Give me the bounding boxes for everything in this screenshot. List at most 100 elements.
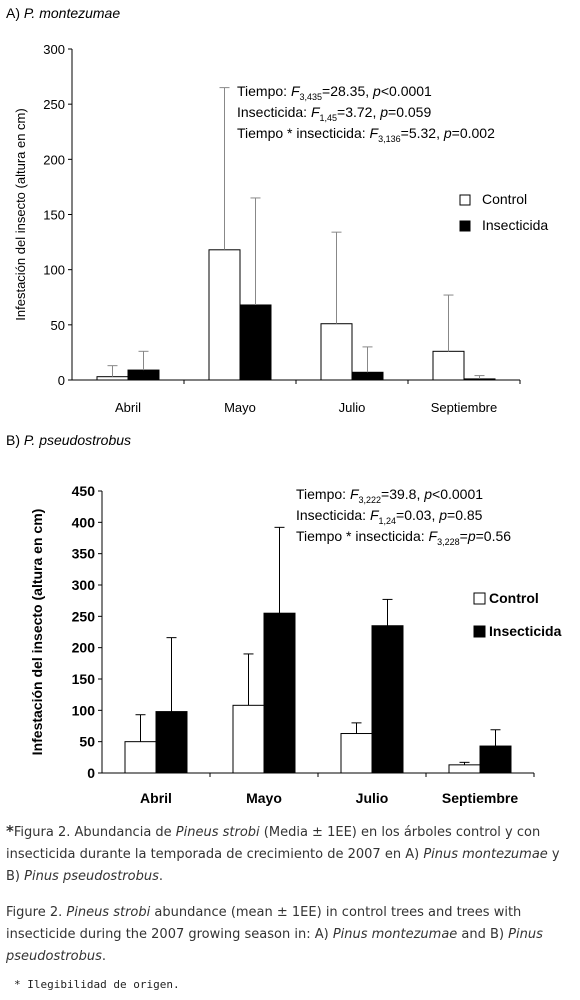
stat-p-value: =0.56 (476, 528, 512, 544)
stat-f: F (370, 507, 380, 523)
chart-b: B) P. pseudostrobus 0 50 100 150 200 250 300 350… (6, 432, 562, 806)
bar-control-abril (96, 376, 129, 381)
y-tick-label: 200 (72, 640, 96, 656)
panel-title: A) P. montezumae (6, 5, 120, 21)
stat-f: F (429, 528, 439, 544)
y-tick-label: 200 (43, 152, 65, 167)
y-tick-label: 400 (72, 514, 96, 530)
stat-p-value: =0.002 (452, 125, 495, 141)
caption-english: Figure 2. Pineus strobi abundance (mean … (6, 905, 543, 964)
stat-df: 1,45 (320, 113, 338, 123)
stat-p-value: <0.0001 (381, 83, 432, 99)
stat-p-value: =0.85 (447, 507, 483, 523)
y-tick-label: 150 (43, 208, 65, 223)
x-category-label: Abril (140, 790, 172, 806)
legend-label: Control (482, 191, 527, 207)
stat-p: p (372, 83, 381, 99)
panel-letter: B) (6, 432, 24, 448)
y-axis-label: Infestación del insecto (altura en cm) (29, 509, 45, 756)
stat-label: Insecticida: (237, 104, 311, 120)
bar-control-mayo (208, 249, 241, 381)
stat-label: Tiempo: (296, 486, 350, 502)
stat-value: = (460, 528, 468, 544)
bar-insecticida-julio (351, 371, 384, 381)
caption-spanish: *Figura 2. Abundancia de Pineus strobi (… (6, 822, 560, 884)
legend-swatch-insecticida (459, 220, 471, 232)
chart-a: A) P. montezumae 0 50 100 150 200 250 300 Infest… (6, 5, 548, 415)
stat-df: 3,222 (359, 495, 382, 505)
stat-df: 1,24 (379, 516, 397, 526)
bar-control-abril (124, 741, 157, 774)
y-tick-label: 300 (43, 42, 65, 57)
y-tick-label: 0 (87, 765, 95, 781)
stat-annotation: Insecticida: F1,24=0.03, p=0.85 (296, 507, 483, 526)
y-tick-label: 350 (72, 546, 96, 562)
stat-f: F (370, 125, 380, 141)
stat-p: p (467, 528, 476, 544)
legend-swatch-insecticida (473, 625, 486, 638)
x-category-label: Septiembre (442, 790, 518, 806)
stat-df: 3,228 (437, 537, 460, 547)
bar-control-mayo (232, 704, 265, 774)
stat-p-value: <0.0001 (432, 486, 483, 502)
stat-label: Insecticida: (296, 507, 370, 523)
stat-value: =5.32, (401, 125, 444, 141)
x-category-label: Julio (356, 790, 389, 806)
x-category-label: Septiembre (431, 400, 497, 415)
legend-swatch-control (459, 194, 471, 206)
bar-insecticida-mayo (263, 612, 296, 774)
stat-label: Tiempo * insecticida: (296, 528, 429, 544)
stat-label: Tiempo * insecticida: (237, 125, 370, 141)
stat-annotation: Tiempo * insecticida: F3,136=5.32, p=0.0… (237, 125, 495, 144)
bar-insecticida-abril (155, 711, 188, 774)
y-tick-label: 0 (58, 373, 65, 388)
stat-annotation: Insecticida: F1,45=3.72, p=0.059 (237, 104, 431, 123)
x-category-label: Mayo (246, 790, 282, 806)
source-note: * Ilegibilidad de origen. (14, 978, 180, 991)
bar-control-julio (340, 733, 373, 774)
panel-species: P. pseudostrobus (24, 432, 131, 448)
stat-value: =28.35, (322, 83, 373, 99)
panel-title: B) P. pseudostrobus (6, 432, 131, 448)
y-tick-label: 100 (43, 263, 65, 278)
y-tick-label: 100 (72, 702, 96, 718)
bar-insecticida-mayo (239, 304, 272, 381)
y-tick-label: 50 (51, 318, 65, 333)
bar-control-septiembre (432, 350, 465, 381)
stat-annotation: Tiempo: F3,435=28.35, p<0.0001 (237, 83, 432, 102)
y-tick-label: 150 (72, 671, 96, 687)
y-tick-label: 250 (72, 608, 96, 624)
stat-label: Tiempo: (237, 83, 291, 99)
panel-letter: A) (6, 5, 24, 21)
bar-insecticida-julio (371, 625, 404, 774)
legend-label: Insecticida (489, 623, 562, 639)
stat-f: F (311, 104, 321, 120)
stat-f: F (350, 486, 360, 502)
y-tick-label: 50 (79, 734, 95, 750)
stat-value: =3.72, (337, 104, 380, 120)
bar-insecticida-septiembre (479, 745, 512, 774)
bar-insecticida-septiembre (463, 378, 496, 381)
stat-p-value: =0.059 (388, 104, 431, 120)
panel-species: P. montezumae (24, 5, 120, 21)
y-tick-label: 300 (72, 577, 96, 593)
stat-value: =0.03, (396, 507, 439, 523)
y-tick-label: 450 (72, 483, 96, 499)
stat-p: p (438, 507, 447, 523)
stat-annotation: Tiempo * insecticida: F3,228=p=0.56 (296, 528, 511, 547)
y-axis-label: Infestación del insecto (altura en cm) (13, 108, 28, 320)
stat-p: p (443, 125, 452, 141)
x-category-label: Mayo (224, 400, 256, 415)
x-category-label: Julio (339, 400, 366, 415)
caption-star: * (6, 822, 14, 840)
legend-swatch-control (473, 592, 486, 605)
x-category-label: Abril (115, 400, 141, 415)
legend-label: Insecticida (482, 217, 548, 233)
legend-label: Control (489, 590, 539, 606)
stat-p: p (379, 104, 388, 120)
stat-f: F (291, 83, 301, 99)
stat-annotation: Tiempo: F3,222=39.8, p<0.0001 (296, 486, 483, 505)
stat-p: p (423, 486, 432, 502)
y-tick-label: 250 (43, 97, 65, 112)
stat-df: 3,136 (378, 134, 401, 144)
